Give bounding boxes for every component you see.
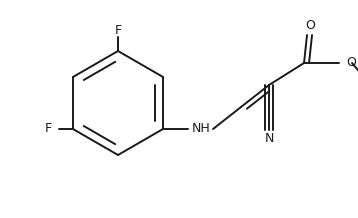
Text: O: O — [346, 56, 356, 70]
Text: F: F — [45, 123, 52, 136]
Text: O: O — [305, 19, 315, 32]
Text: NH: NH — [192, 123, 211, 136]
Text: N: N — [264, 133, 274, 145]
Text: F: F — [115, 24, 122, 37]
